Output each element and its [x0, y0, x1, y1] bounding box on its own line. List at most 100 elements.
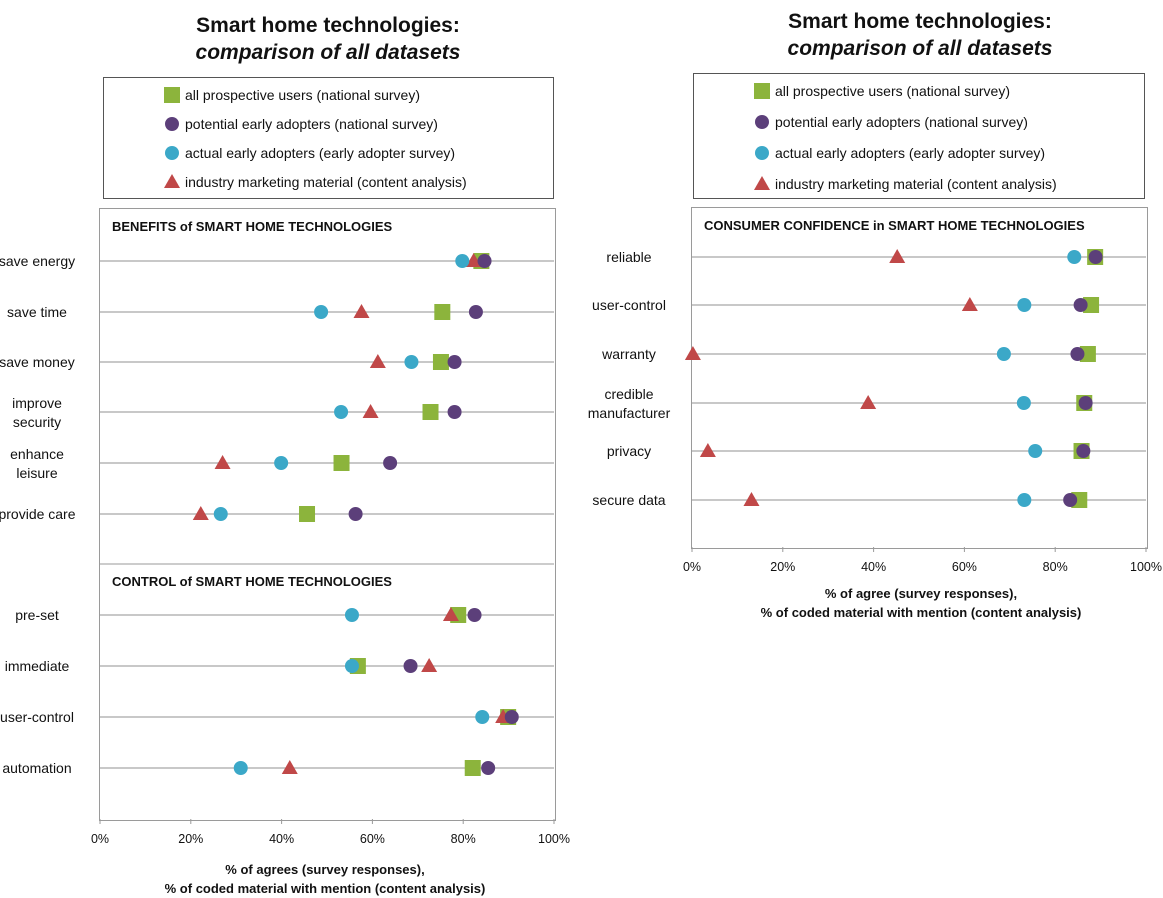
- point-all: [422, 404, 439, 420]
- category-label: warranty: [574, 345, 684, 364]
- point-industry: [362, 404, 379, 418]
- legend-entry-actual: actual early adopters (early adopter sur…: [185, 145, 456, 161]
- category-label: improve security: [0, 394, 92, 432]
- category-label: save money: [0, 353, 92, 372]
- chart1-x-axis-title: % of agrees (survey responses), % of cod…: [90, 860, 560, 898]
- point-all: [464, 760, 481, 776]
- point-industry: [353, 304, 370, 318]
- x-tick-label: 100%: [1130, 560, 1162, 574]
- legend-marker-industry: [754, 176, 770, 190]
- point-all: [333, 455, 350, 471]
- legend-entry-all: all prospective users (national survey): [185, 87, 420, 103]
- chart2-x-axis-title: % of agree (survey responses), % of code…: [686, 584, 1156, 622]
- point-industry: [192, 506, 209, 520]
- x-tick-label: 0%: [90, 832, 110, 846]
- category-label: provide care: [0, 505, 92, 524]
- point-industry: [442, 607, 459, 621]
- point-actual: [455, 254, 470, 268]
- legend-entry-industry: industry marketing material (content ana…: [185, 174, 467, 190]
- category-label-line: secure data: [592, 491, 666, 508]
- section-title: BENEFITS of SMART HOME TECHNOLOGIES: [112, 219, 393, 234]
- category-label-line: privacy: [606, 442, 652, 459]
- legend-markers: [754, 83, 770, 190]
- legend-marker-industry: [164, 174, 180, 188]
- category-label-line: leisure: [16, 465, 58, 481]
- point-actual: [344, 608, 359, 622]
- point-potential: [447, 405, 462, 419]
- category-label: user-control: [574, 296, 684, 315]
- chart2-legend: all prospective users (national survey) p…: [693, 73, 1145, 199]
- point-industry: [860, 395, 877, 409]
- category-label-line: enhance: [10, 446, 64, 462]
- point-actual: [475, 710, 490, 724]
- category-label-line: user-control: [0, 708, 74, 725]
- category-label: save time: [0, 303, 92, 322]
- point-industry: [743, 492, 760, 506]
- point-potential: [467, 608, 482, 622]
- point-all: [299, 506, 316, 522]
- category-label-line: reliable: [606, 248, 652, 265]
- point-potential: [1088, 250, 1103, 264]
- point-potential: [481, 761, 496, 775]
- point-all: [432, 354, 449, 370]
- legend-entry-potential: potential early adopters (national surve…: [775, 114, 1028, 130]
- point-industry: [465, 253, 482, 267]
- point-industry: [281, 760, 298, 774]
- legend-marker-actual: [755, 146, 769, 160]
- point-potential: [1076, 444, 1091, 458]
- point-industry: [369, 354, 386, 368]
- chart1-plot-area: [99, 208, 556, 821]
- point-potential: [348, 507, 363, 521]
- x-tick-label: 40%: [861, 560, 887, 574]
- legend-entry-industry: industry marketing material (content ana…: [775, 176, 1057, 192]
- category-label-line: immediate: [4, 657, 70, 674]
- legend-marker-all: [164, 87, 180, 103]
- chart1-legend: all prospective users (national survey) p…: [103, 77, 554, 199]
- category-label: user-control: [0, 708, 92, 727]
- point-actual: [1028, 444, 1043, 458]
- chart2-subtitle: comparison of all datasets: [787, 37, 1053, 60]
- point-potential: [447, 355, 462, 369]
- chart1-title-line: Smart home technologies:: [196, 14, 460, 37]
- category-label: privacy: [574, 442, 684, 461]
- legend-entry-potential: potential early adopters (national surve…: [185, 116, 438, 132]
- category-label: immediate: [0, 657, 92, 676]
- point-actual: [1017, 298, 1032, 312]
- legend-entry-actual: actual early adopters (early adopter sur…: [775, 145, 1046, 161]
- category-label: save energy: [0, 252, 92, 271]
- chart1-title: Smart home technologies: comparison of a…: [100, 12, 556, 66]
- chart2-title: Smart home technologies: comparison of a…: [692, 8, 1148, 62]
- x-tick-label: 80%: [1042, 560, 1068, 574]
- point-actual: [1016, 396, 1031, 410]
- x-tick-label: 100%: [538, 832, 570, 846]
- point-all: [1083, 297, 1100, 313]
- category-label-line: user-control: [592, 296, 666, 313]
- point-all: [434, 304, 451, 320]
- category-label: reliable: [574, 248, 684, 267]
- category-label: automation: [0, 759, 92, 778]
- chart2-title-line: Smart home technologies:: [788, 10, 1052, 33]
- category-label-line: provide care: [0, 505, 76, 522]
- x-tick-label: 80%: [450, 832, 476, 846]
- point-industry: [961, 297, 978, 311]
- point-industry: [421, 658, 438, 672]
- point-potential: [477, 254, 492, 268]
- legend-markers: [164, 87, 180, 188]
- category-label-line: warranty: [602, 345, 656, 362]
- point-actual: [334, 405, 349, 419]
- category-label-line: manufacturer: [587, 405, 671, 421]
- category-label: secure data: [574, 491, 684, 510]
- point-actual: [274, 456, 289, 470]
- point-industry: [684, 346, 701, 360]
- legend-entry-all: all prospective users (national survey): [775, 83, 1010, 99]
- point-potential: [1063, 493, 1078, 507]
- category-label: credible manufacturer: [574, 385, 684, 423]
- point-potential: [1073, 298, 1088, 312]
- category-label-line: automation: [2, 759, 72, 776]
- point-potential: [504, 710, 519, 724]
- point-potential: [383, 456, 398, 470]
- category-label-line: credible: [604, 386, 654, 402]
- x-tick-label: 40%: [269, 832, 295, 846]
- x-tick-label: 20%: [770, 560, 796, 574]
- category-label: enhance leisure: [0, 445, 92, 483]
